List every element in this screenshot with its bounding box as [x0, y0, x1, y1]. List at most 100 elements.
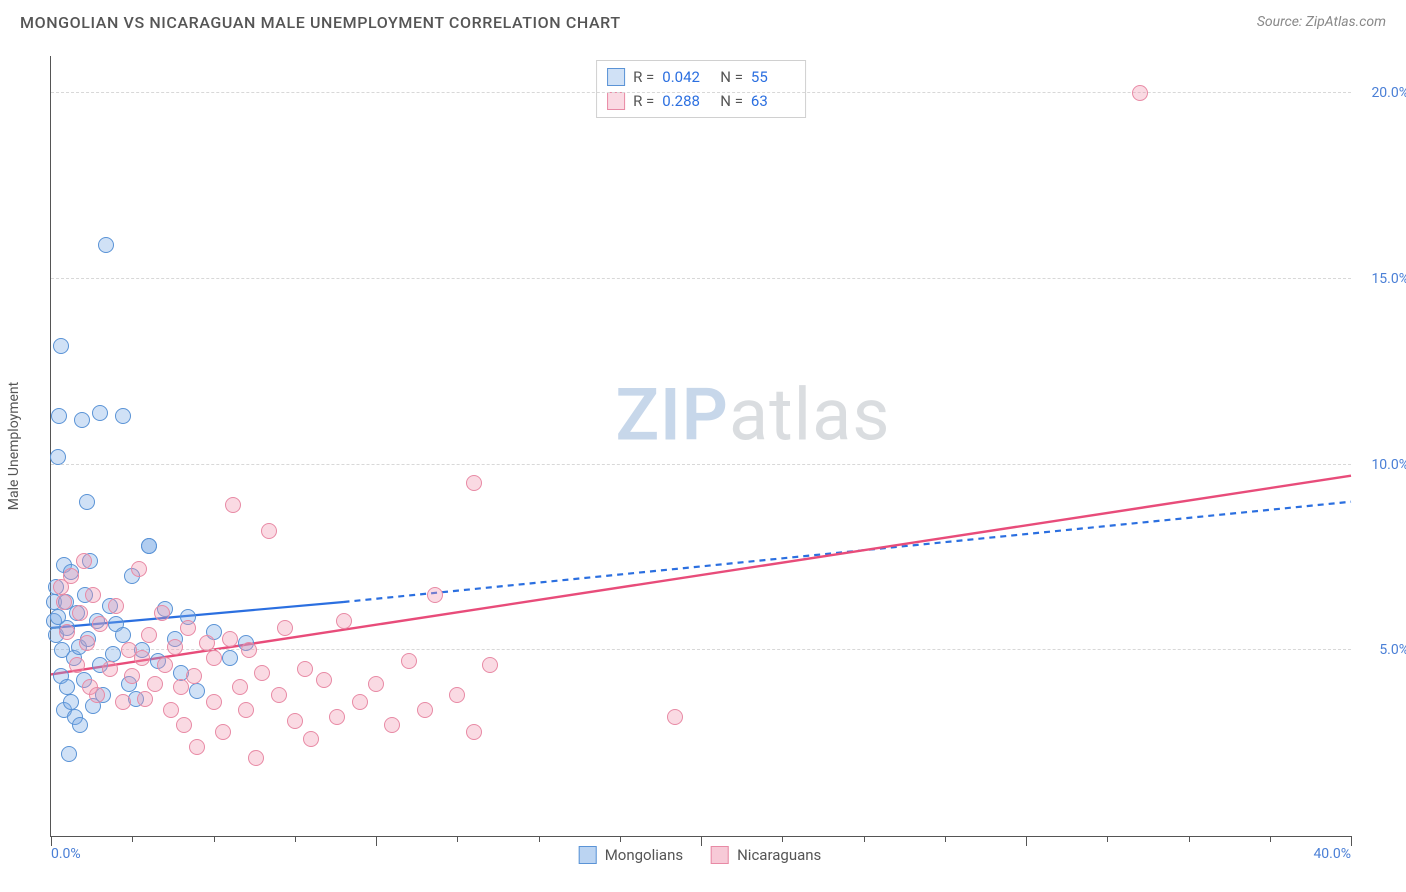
nicaraguans-point [147, 676, 163, 692]
x-tick [620, 836, 621, 842]
nicaraguans-point [303, 731, 319, 747]
nicaraguans-point [401, 653, 417, 669]
legend-item: Mongolians [579, 846, 683, 864]
legend-label: Nicaraguans [737, 846, 821, 864]
nicaraguans-point [241, 642, 257, 658]
x-tick [1107, 836, 1108, 842]
chart-title: MONGOLIAN VS NICARAGUAN MALE UNEMPLOYMEN… [20, 13, 621, 32]
x-tick-label: 40.0% [1313, 846, 1351, 862]
nicaraguans-point [449, 687, 465, 703]
nicaraguans-point [180, 620, 196, 636]
regression-line [344, 502, 1352, 602]
nicaraguans-point [167, 639, 183, 655]
nicaraguans-point [482, 657, 498, 673]
mongolians-point [74, 412, 90, 428]
nicaraguans-point [69, 657, 85, 673]
nicaraguans-point [667, 709, 683, 725]
nicaraguans-point [287, 713, 303, 729]
mongolians-point [63, 694, 79, 710]
nicaraguans-swatch [607, 92, 625, 110]
watermark-zip: ZIP [615, 372, 728, 457]
nicaraguans-point [271, 687, 287, 703]
mongolians-point [53, 338, 69, 354]
x-tick [51, 836, 52, 846]
nicaraguans-point [206, 650, 222, 666]
nicaraguans-point [352, 694, 368, 710]
n-value: 55 [751, 65, 795, 89]
nicaraguans-point [199, 635, 215, 651]
nicaraguans-point [173, 679, 189, 695]
nicaraguans-point [85, 587, 101, 603]
legend-swatch [579, 846, 597, 864]
mongolians-point [189, 683, 205, 699]
x-tick [701, 836, 702, 846]
x-tick [1189, 836, 1190, 842]
mongolians-point [50, 449, 66, 465]
gridline [51, 278, 1351, 279]
y-tick-label: 5.0% [1359, 642, 1406, 658]
nicaraguans-point [384, 717, 400, 733]
mongolians-point [115, 408, 131, 424]
legend-label: Mongolians [605, 846, 683, 864]
nicaraguans-point [115, 694, 131, 710]
mongolians-point [222, 650, 238, 666]
nicaraguans-point [134, 650, 150, 666]
chart-area: Male Unemployment ZIPatlas R =0.042N =55… [50, 56, 1350, 836]
nicaraguans-point [225, 497, 241, 513]
source-prefix: Source: [1257, 14, 1306, 30]
nicaraguans-point [76, 553, 92, 569]
nicaraguans-point [417, 702, 433, 718]
nicaraguans-point [176, 717, 192, 733]
nicaraguans-point [108, 598, 124, 614]
r-value: 0.042 [662, 65, 706, 89]
source-name: ZipAtlas.com [1306, 14, 1386, 30]
x-tick [457, 836, 458, 842]
x-tick-label: 0.0% [51, 846, 81, 862]
x-tick [864, 836, 865, 842]
watermark: ZIPatlas [615, 372, 890, 457]
chart-header: MONGOLIAN VS NICARAGUAN MALE UNEMPLOYMEN… [0, 0, 1406, 44]
mongolians-point [59, 679, 75, 695]
nicaraguans-point [368, 676, 384, 692]
nicaraguans-point [56, 594, 72, 610]
y-axis-title: Male Unemployment [6, 382, 22, 510]
legend-swatch [711, 846, 729, 864]
plot-region: ZIPatlas R =0.042N =55R =0.288N =63 5.0%… [50, 56, 1351, 837]
mongolians-point [61, 746, 77, 762]
x-tick [1270, 836, 1271, 842]
x-tick [214, 836, 215, 842]
y-tick-label: 20.0% [1359, 85, 1406, 101]
nicaraguans-point [215, 724, 231, 740]
mongolians-point [92, 405, 108, 421]
nicaraguans-point [466, 724, 482, 740]
gridline [51, 92, 1351, 93]
nicaraguans-point [102, 661, 118, 677]
nicaraguans-point [466, 475, 482, 491]
nicaraguans-point [141, 627, 157, 643]
legend-item: Nicaraguans [711, 846, 821, 864]
correlation-stats-box: R =0.042N =55R =0.288N =63 [596, 60, 806, 118]
nicaraguans-point [206, 694, 222, 710]
nicaraguans-point [329, 709, 345, 725]
n-label: N = [720, 65, 743, 89]
nicaraguans-point [248, 750, 264, 766]
y-tick-label: 10.0% [1359, 457, 1406, 473]
nicaraguans-point [157, 657, 173, 673]
nicaraguans-point [1132, 85, 1148, 101]
nicaraguans-point [89, 687, 105, 703]
nicaraguans-point [222, 631, 238, 647]
nicaraguans-point [163, 702, 179, 718]
mongolians-point [51, 408, 67, 424]
gridline [51, 464, 1351, 465]
nicaraguans-point [189, 739, 205, 755]
nicaraguans-point [427, 587, 443, 603]
nicaraguans-point [154, 605, 170, 621]
regression-lines [51, 56, 1351, 836]
x-tick [1026, 836, 1027, 846]
y-tick-label: 15.0% [1359, 271, 1406, 287]
x-tick [782, 836, 783, 842]
nicaraguans-point [254, 665, 270, 681]
nicaraguans-point [297, 661, 313, 677]
nicaraguans-point [232, 679, 248, 695]
nicaraguans-point [59, 624, 75, 640]
